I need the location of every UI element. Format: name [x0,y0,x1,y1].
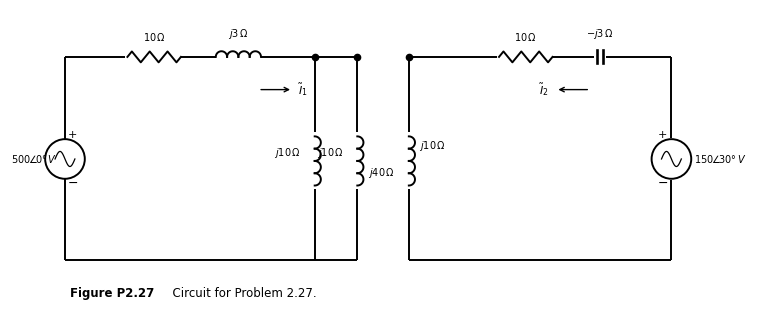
Text: +: + [658,130,668,140]
Text: $j10\,\Omega$: $j10\,\Omega$ [274,146,301,160]
Text: $j40\,\Omega$: $j40\,\Omega$ [368,166,395,180]
Text: $\tilde{I}_1$: $\tilde{I}_1$ [298,81,308,98]
Text: $j3\,\Omega$: $j3\,\Omega$ [228,27,248,41]
Text: $j10\,\Omega$: $j10\,\Omega$ [419,139,446,153]
Text: $500\!\angle\!{0°}\,V$: $500\!\angle\!{0°}\,V$ [11,153,57,165]
Text: Circuit for Problem 2.27.: Circuit for Problem 2.27. [165,287,317,300]
Text: $150\!\angle\!{30°}\,V$: $150\!\angle\!{30°}\,V$ [694,153,747,165]
Text: Figure P2.27: Figure P2.27 [70,287,154,300]
Text: $-$: $-$ [657,176,668,189]
Text: $10\,\Omega$: $10\,\Omega$ [514,31,537,43]
Text: $j10\,\Omega$: $j10\,\Omega$ [317,146,344,160]
Text: $-j3\,\Omega$: $-j3\,\Omega$ [586,27,614,41]
Text: $-$: $-$ [67,176,78,189]
Text: +: + [69,130,78,140]
Text: $\tilde{I}_2$: $\tilde{I}_2$ [539,81,549,98]
Text: $10\,\Omega$: $10\,\Omega$ [142,31,165,43]
